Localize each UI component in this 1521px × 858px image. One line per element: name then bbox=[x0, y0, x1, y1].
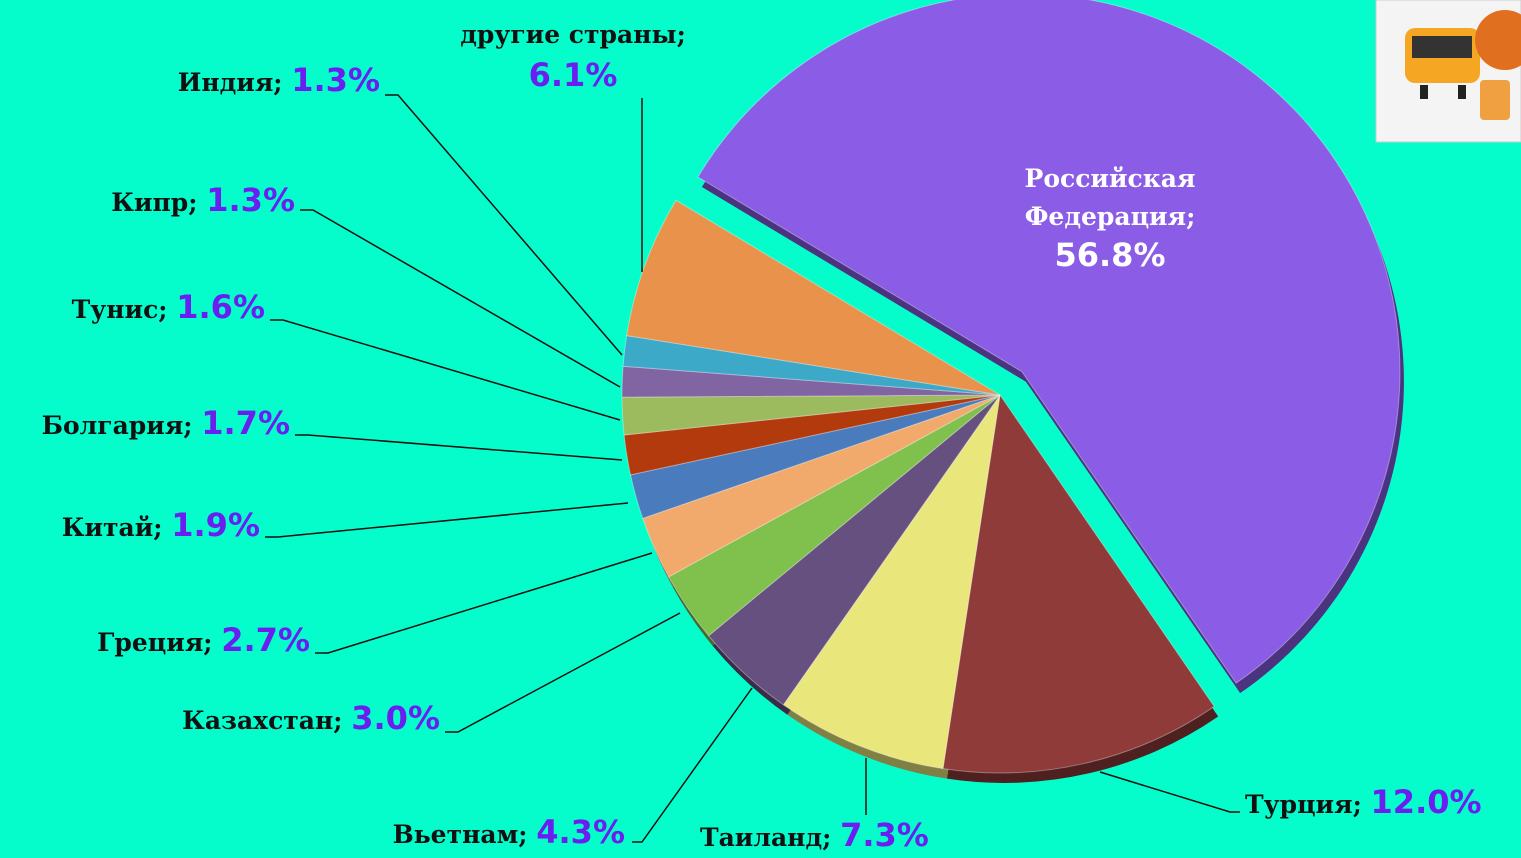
value-label: 7.3% bbox=[840, 816, 929, 854]
value-label: 56.8% bbox=[1054, 236, 1166, 274]
separator: ; bbox=[1186, 202, 1196, 231]
separator: ; bbox=[203, 628, 213, 657]
value-label: 1.3% bbox=[291, 61, 380, 99]
slice bbox=[642, 394, 1001, 578]
category-name: Тунис bbox=[71, 295, 159, 324]
separator: ; bbox=[183, 411, 193, 440]
value-label: 1.9% bbox=[171, 506, 260, 544]
separator: ; bbox=[1352, 790, 1362, 819]
data-label: Болгария; 1.7% bbox=[42, 403, 290, 446]
leader-line bbox=[270, 319, 621, 421]
leader-line bbox=[445, 612, 681, 733]
category-name: Индия bbox=[177, 68, 274, 97]
data-label: Российская Федерация; 56.8% bbox=[1005, 160, 1215, 277]
separator: ; bbox=[188, 188, 198, 217]
separator: ; bbox=[153, 513, 163, 542]
data-label: Вьетнам; 4.3% bbox=[393, 812, 625, 855]
data-label: Китай; 1.9% bbox=[62, 505, 260, 548]
category-name: Кипр bbox=[111, 188, 189, 217]
slice bbox=[621, 365, 1001, 398]
leader-line bbox=[1099, 771, 1240, 813]
category-name: Таиланд bbox=[700, 823, 823, 852]
leader-line bbox=[632, 687, 753, 843]
slice bbox=[707, 394, 1001, 706]
value-label: 3.0% bbox=[351, 699, 440, 737]
leader-line bbox=[300, 209, 621, 388]
slice bbox=[697, 0, 1401, 684]
leader-line bbox=[295, 434, 623, 461]
value-label: 4.3% bbox=[536, 813, 625, 851]
slice bbox=[623, 394, 1001, 476]
data-label: Греция; 2.7% bbox=[97, 620, 310, 663]
value-label: 1.6% bbox=[176, 288, 265, 326]
data-label: Индия; 1.3% bbox=[178, 60, 380, 103]
leader-line bbox=[385, 94, 623, 356]
category-name: Греция bbox=[97, 628, 204, 657]
separator: ; bbox=[158, 295, 168, 324]
data-label: Турция; 12.0% bbox=[1245, 782, 1482, 825]
slice bbox=[942, 393, 1215, 774]
data-label: Кипр; 1.3% bbox=[111, 180, 295, 223]
slice bbox=[626, 199, 1001, 396]
category-name: Казахстан bbox=[182, 706, 334, 735]
slice bbox=[622, 335, 1001, 396]
category-name: другие страны bbox=[460, 20, 677, 49]
data-label: Казахстан; 3.0% bbox=[182, 698, 440, 741]
value-label: 1.7% bbox=[201, 404, 290, 442]
slice bbox=[667, 394, 1001, 637]
value-label: 2.7% bbox=[221, 621, 310, 659]
leader-line bbox=[265, 502, 629, 538]
slice bbox=[629, 394, 1001, 519]
value-label: 12.0% bbox=[1370, 783, 1482, 821]
slice bbox=[782, 394, 1001, 770]
leader-line bbox=[315, 552, 653, 654]
data-label: Тунис; 1.6% bbox=[72, 287, 265, 330]
category-name: Китай bbox=[61, 513, 154, 542]
separator: ; bbox=[676, 20, 686, 49]
data-label: другие страны; 6.1% bbox=[448, 15, 698, 98]
slice bbox=[621, 394, 1001, 436]
category-name: Болгария bbox=[41, 411, 184, 440]
value-label: 1.3% bbox=[206, 181, 295, 219]
separator: ; bbox=[333, 706, 343, 735]
value-label: 6.1% bbox=[528, 56, 618, 94]
separator: ; bbox=[518, 820, 528, 849]
icon bbox=[1375, 0, 1521, 143]
category-name: Вьетнам bbox=[392, 820, 519, 849]
category-name: Турция bbox=[1245, 790, 1353, 819]
separator: ; bbox=[822, 823, 832, 852]
category-name: Российская Федерация bbox=[1024, 164, 1196, 231]
data-label: Таиланд; 7.3% bbox=[700, 815, 929, 858]
separator: ; bbox=[273, 68, 283, 97]
